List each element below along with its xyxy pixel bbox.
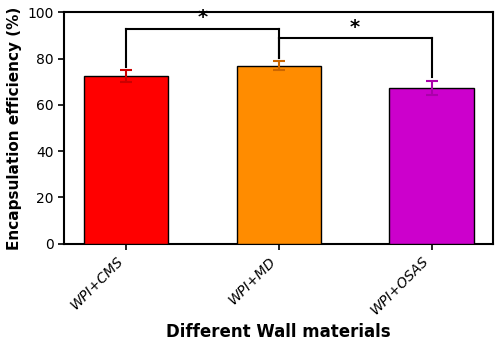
Text: *: *: [350, 18, 360, 37]
Bar: [84, 76, 168, 244]
Bar: [236, 66, 320, 244]
Y-axis label: Encapsulation efficiency (%): Encapsulation efficiency (%): [7, 6, 22, 250]
Text: *: *: [197, 8, 207, 27]
Bar: [390, 88, 473, 244]
X-axis label: Different Wall materials: Different Wall materials: [166, 323, 391, 341]
